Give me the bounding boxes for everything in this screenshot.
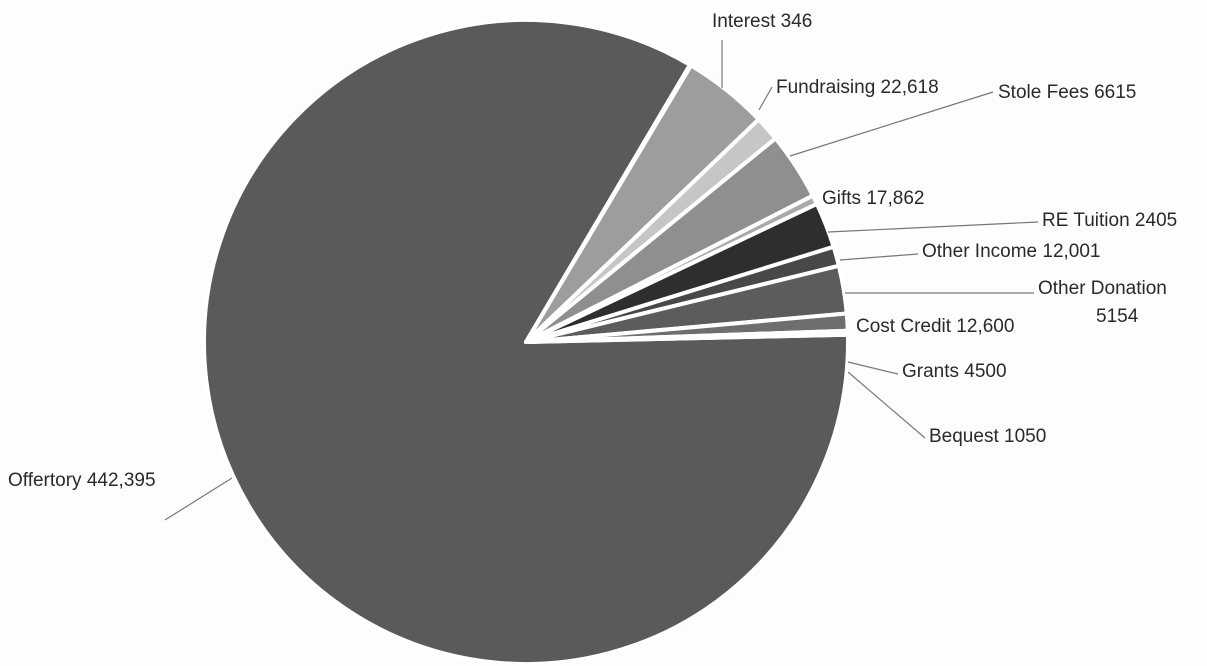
data-label-gifts: Gifts 17,862 xyxy=(822,188,924,209)
leader-line-other-income xyxy=(839,253,919,261)
data-label-bequest: Bequest 1050 xyxy=(929,426,1046,447)
data-label-offertory: Offertory 442,395 xyxy=(8,470,156,491)
data-label-fundraising: Fundraising 22,618 xyxy=(776,77,939,98)
leader-line-re-tuition xyxy=(827,221,1039,233)
leader-lines-layer xyxy=(164,40,1039,521)
slice-offertory xyxy=(202,18,850,666)
slices-layer xyxy=(202,18,850,666)
labels-layer: Offertory 442,395 Interest 346 Fundraising… xyxy=(8,11,1177,491)
slice-bequest xyxy=(524,328,850,344)
data-label-interest: Interest 346 xyxy=(712,11,812,32)
leader-line-fundraising xyxy=(758,86,773,111)
data-label-grants: Grants 4500 xyxy=(902,361,1007,382)
data-label-other-donation: Other Donation 5154 xyxy=(1038,278,1167,327)
leader-line-stole-fees xyxy=(789,91,994,157)
data-label-re-tuition: RE Tuition 2405 xyxy=(1042,210,1177,231)
leader-line-bequest xyxy=(847,371,926,439)
data-label-cost-credit: Cost Credit 12,600 xyxy=(856,316,1014,337)
leader-line-offertory xyxy=(164,477,233,521)
data-label-other-income: Other Income 12,001 xyxy=(922,241,1101,262)
leader-line-grants xyxy=(847,361,899,375)
data-label-stole-fees: Stole Fees 6615 xyxy=(998,82,1136,103)
